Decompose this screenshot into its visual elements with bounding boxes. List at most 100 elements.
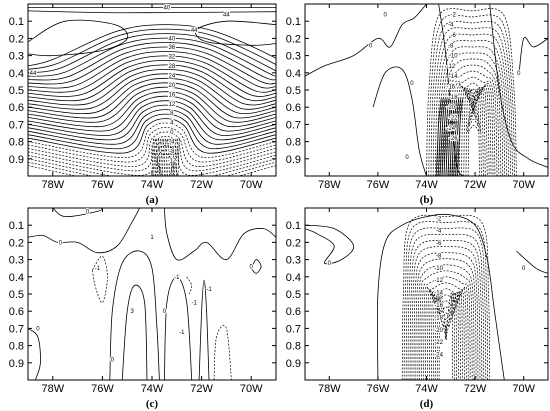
contour-label: 3 xyxy=(130,309,134,315)
contour-lines xyxy=(28,208,276,380)
contour-line xyxy=(28,64,276,102)
contour-label: -10 xyxy=(434,266,443,272)
contour-line xyxy=(428,14,515,176)
contour-label: -1 xyxy=(174,275,180,281)
x-tick-label: 76W xyxy=(91,383,114,395)
x-tick-label: 78W xyxy=(41,179,64,191)
contour-line xyxy=(28,59,276,97)
contour-line xyxy=(376,213,505,380)
y-tick-label: 0.2 xyxy=(9,237,24,249)
contour-label: -8 xyxy=(448,43,454,49)
contour-line xyxy=(28,118,276,154)
contour-line xyxy=(167,138,170,176)
y-tick-label: 0.5 xyxy=(9,289,24,301)
contour-line xyxy=(28,46,276,85)
contour-line xyxy=(28,109,276,145)
x-tick-label: 70W xyxy=(240,179,263,191)
contour-label: 0 xyxy=(522,266,526,272)
contour-label: -26 xyxy=(449,136,458,142)
contour-label: 0 xyxy=(410,81,414,87)
contour-line xyxy=(450,76,496,176)
y-tick-label: 0.1 xyxy=(286,220,301,232)
contour-line xyxy=(445,98,452,176)
panel-a: 0.1 0.2 0.3 0.4 0.5 0.6 0.7 0.8 0.9 78W 76W 74W 72W 7… xyxy=(9,3,277,206)
contour-line xyxy=(28,328,41,380)
contour-line xyxy=(121,284,148,380)
contour-label: -10 xyxy=(449,54,458,60)
contour-label: -2 xyxy=(451,12,457,18)
contour-lines xyxy=(305,213,548,380)
panel-label: (d) xyxy=(420,398,434,410)
contour-label: -6 xyxy=(436,241,442,247)
contour-label: -14 xyxy=(449,74,458,80)
contour-line xyxy=(28,82,276,119)
y-tick-label: 0.4 xyxy=(286,272,301,284)
contour-line xyxy=(447,98,454,176)
contour-line xyxy=(432,291,459,380)
contour-label: 36 xyxy=(168,45,175,51)
contour-line xyxy=(457,98,463,176)
contour-line xyxy=(52,208,103,218)
panel-label: (a) xyxy=(146,194,159,206)
contour-line xyxy=(28,113,276,150)
contour-label: 32 xyxy=(168,54,175,60)
contour-line xyxy=(305,4,427,77)
contour-line xyxy=(411,246,481,380)
y-tick-label: 0.1 xyxy=(9,16,24,28)
contour-label: 44 xyxy=(30,71,37,77)
contour-line xyxy=(463,87,484,176)
contour-line xyxy=(163,138,166,176)
contour-line xyxy=(28,95,276,132)
contour-line xyxy=(28,37,276,77)
x-tick-label: 76W xyxy=(367,383,390,395)
contour-line xyxy=(425,288,467,380)
y-tick-label: 0.5 xyxy=(286,85,301,97)
contour-label: -4 xyxy=(169,140,175,146)
contour-label: 0 xyxy=(36,326,40,332)
contour-line xyxy=(445,64,500,176)
contour-label: 0 xyxy=(59,240,63,246)
contour-label: 8 xyxy=(170,111,174,117)
contour-line xyxy=(435,98,442,176)
contour-line xyxy=(195,20,276,46)
x-tick-label: 74W xyxy=(141,179,164,191)
contour-label: 0 xyxy=(250,264,254,270)
contour-line xyxy=(28,42,276,81)
contour-label: -16 xyxy=(446,85,455,91)
contour-line xyxy=(443,98,450,176)
contour-label: -12 xyxy=(446,64,455,70)
contour-line xyxy=(28,55,276,93)
contour-label: 16 xyxy=(168,92,175,98)
panel-b: 0.1 0.2 0.3 0.4 0.5 0.6 0.7 0.8 0.9 78W 76W 74W 72W 7… xyxy=(286,3,549,206)
contour-label: -22 xyxy=(434,340,443,346)
contour-line xyxy=(153,138,156,176)
y-tick-label: 0.8 xyxy=(9,341,24,353)
contour-line xyxy=(489,4,548,168)
contour-line xyxy=(28,73,276,110)
contour-line xyxy=(158,138,161,176)
contour-line xyxy=(431,291,461,380)
contour-line xyxy=(413,252,479,380)
y-tick-label: 0.7 xyxy=(286,119,301,131)
contour-line xyxy=(28,51,276,89)
contour-line xyxy=(28,77,276,115)
contour-line xyxy=(458,86,488,176)
contour-label: -18 xyxy=(449,95,458,101)
contour-line xyxy=(162,138,165,176)
contour-label: -6 xyxy=(451,33,457,39)
contour-line xyxy=(28,127,276,163)
y-tick-label: 0.6 xyxy=(286,102,301,114)
contour-label: 12 xyxy=(168,102,175,108)
contour-line xyxy=(427,289,465,380)
y-tick-label: 0.9 xyxy=(9,154,24,166)
y-tick-label: 0.9 xyxy=(286,358,301,370)
contour-line xyxy=(518,36,548,77)
contour-lines xyxy=(28,6,276,176)
contour-label: -18 xyxy=(434,315,443,321)
panel-c: 0.1 0.2 0.3 0.4 0.5 0.6 0.7 0.8 0.9 78W 76W 74W 72W 7… xyxy=(9,207,277,410)
contour-line xyxy=(454,84,492,176)
x-tick-label: 74W xyxy=(415,383,438,395)
contour-line xyxy=(423,282,469,380)
y-tick-label: 0.6 xyxy=(9,102,24,114)
